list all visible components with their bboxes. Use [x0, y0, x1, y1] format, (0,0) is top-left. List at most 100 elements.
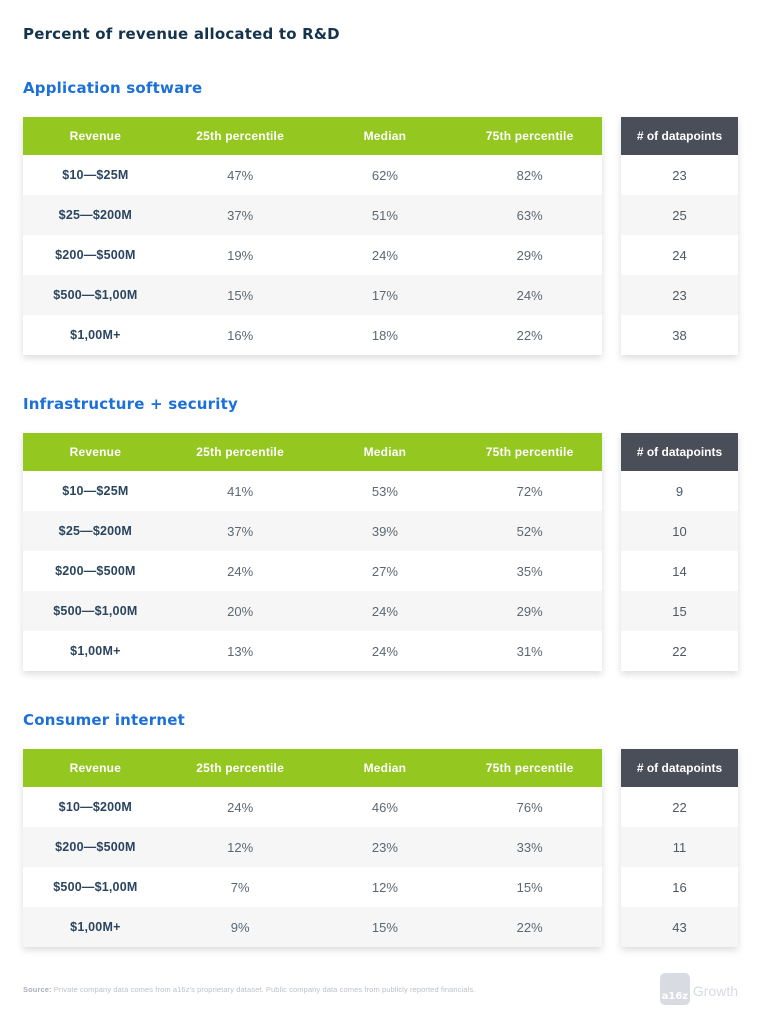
- p75-cell: 52%: [516, 523, 543, 539]
- section-heading: Infrastructure + security: [23, 395, 238, 413]
- p25-cell: 13%: [227, 643, 254, 659]
- table-row: $1,00M+ 16% 18% 22%: [23, 315, 602, 355]
- median-cell: 39%: [371, 523, 398, 539]
- table-row: $200—$500M 19% 24% 29%: [23, 235, 602, 275]
- column-header-25th-percentile: 25th percentile: [196, 761, 284, 775]
- revenue-cell: $500—$1,00M: [53, 880, 138, 894]
- revenue-cell: $1,00M+: [70, 644, 121, 658]
- column-header-median: Median: [363, 761, 407, 775]
- tables-row: Revenue 25th percentile Median 75th perc…: [23, 433, 738, 671]
- a16z-logo-icon: a16z: [659, 973, 690, 1005]
- percentile-table: Revenue 25th percentile Median 75th perc…: [23, 117, 602, 355]
- p75-cell: 82%: [516, 167, 543, 183]
- p75-cell: 15%: [516, 879, 543, 895]
- p25-cell: 7%: [230, 879, 250, 895]
- revenue-cell: $500—$1,00M: [53, 604, 138, 618]
- revenue-cell: $10—$200M: [58, 800, 133, 814]
- column-header-revenue: Revenue: [69, 761, 122, 775]
- datapoints-cell: 23: [621, 275, 738, 315]
- p75-cell: 29%: [516, 247, 543, 263]
- datapoints-cell: 25: [621, 195, 738, 235]
- datapoints-cell: 9: [621, 471, 738, 511]
- p75-cell: 22%: [516, 327, 543, 343]
- median-cell: 51%: [371, 207, 398, 223]
- tables-row: Revenue 25th percentile Median 75th perc…: [23, 749, 738, 947]
- datapoints-header: # of datapoints: [621, 117, 738, 155]
- percentile-table: Revenue 25th percentile Median 75th perc…: [23, 749, 602, 947]
- table-body: $10—$25M 47% 62% 82% $25—$200M 37% 51% 6…: [23, 155, 602, 355]
- datapoints-cell: 11: [621, 827, 738, 867]
- p75-cell: 29%: [516, 603, 543, 619]
- column-header-75th-percentile: 75th percentile: [485, 761, 574, 775]
- source-text: Private company data comes from a16z's p…: [51, 984, 476, 994]
- datapoints-table: # of datapoints 9 10 14 15 22: [621, 433, 738, 671]
- table-row: $500—$1,00M 7% 12% 15%: [23, 867, 602, 907]
- datapoints-cell: 43: [621, 907, 738, 947]
- datapoints-cell: 23: [621, 155, 738, 195]
- section-heading: Consumer internet: [23, 711, 186, 729]
- datapoints-cell: 38: [621, 315, 738, 355]
- percentile-table: Revenue 25th percentile Median 75th perc…: [23, 433, 602, 671]
- column-header-25th-percentile: 25th percentile: [196, 445, 284, 459]
- column-header-revenue: Revenue: [69, 445, 122, 459]
- p25-cell: 24%: [227, 563, 254, 579]
- table-row: $200—$500M 12% 23% 33%: [23, 827, 602, 867]
- table-row: $25—$200M 37% 51% 63%: [23, 195, 602, 235]
- datapoints-header: # of datapoints: [621, 749, 738, 787]
- p25-cell: 20%: [227, 603, 254, 619]
- logo-growth-label: Growth: [692, 983, 738, 999]
- median-cell: 23%: [371, 839, 398, 855]
- p75-cell: 35%: [516, 563, 543, 579]
- table-row: $10—$25M 47% 62% 82%: [23, 155, 602, 195]
- p25-cell: 37%: [227, 207, 254, 223]
- p25-cell: 37%: [227, 523, 254, 539]
- median-cell: 27%: [371, 563, 398, 579]
- median-cell: 46%: [371, 799, 398, 815]
- datapoints-cell: 15: [621, 591, 738, 631]
- table-row: $1,00M+ 13% 24% 31%: [23, 631, 602, 671]
- table-row: $500—$1,00M 20% 24% 29%: [23, 591, 602, 631]
- column-header-median: Median: [363, 129, 407, 143]
- revenue-cell: $200—$500M: [55, 564, 136, 578]
- column-header-75th-percentile: 75th percentile: [485, 129, 574, 143]
- revenue-cell: $10—$25M: [62, 484, 129, 498]
- median-cell: 18%: [371, 327, 398, 343]
- datapoints-cell: 16: [621, 867, 738, 907]
- datapoints-body: 22 11 16 43: [621, 787, 738, 947]
- revenue-cell: $200—$500M: [55, 840, 136, 854]
- table-body: $10—$25M 41% 53% 72% $25—$200M 37% 39% 5…: [23, 471, 602, 671]
- table-section: Consumer internet Revenue 25th percentil…: [23, 711, 738, 947]
- table-row: $25—$200M 37% 39% 52%: [23, 511, 602, 551]
- p75-cell: 72%: [516, 483, 543, 499]
- revenue-cell: $500—$1,00M: [53, 288, 138, 302]
- column-header-revenue: Revenue: [69, 129, 122, 143]
- table-row: $1,00M+ 9% 15% 22%: [23, 907, 602, 947]
- table-header-row: Revenue 25th percentile Median 75th perc…: [23, 749, 602, 787]
- column-header-25th-percentile: 25th percentile: [196, 129, 284, 143]
- p75-cell: 24%: [516, 287, 543, 303]
- p25-cell: 41%: [227, 483, 254, 499]
- column-header-75th-percentile: 75th percentile: [485, 445, 574, 459]
- a16z-growth-logo: a16z Growth: [659, 973, 738, 1005]
- median-cell: 12%: [371, 879, 398, 895]
- p25-cell: 47%: [227, 167, 254, 183]
- table-section: Infrastructure + security Revenue 25th p…: [23, 395, 738, 671]
- median-cell: 17%: [371, 287, 398, 303]
- revenue-cell: $25—$200M: [58, 208, 133, 222]
- table-body: $10—$200M 24% 46% 76% $200—$500M 12% 23%…: [23, 787, 602, 947]
- median-cell: 53%: [371, 483, 398, 499]
- datapoints-table: # of datapoints 22 11 16 43: [621, 749, 738, 947]
- p25-cell: 19%: [227, 247, 254, 263]
- datapoints-body: 9 10 14 15 22: [621, 471, 738, 671]
- table-row: $10—$200M 24% 46% 76%: [23, 787, 602, 827]
- p75-cell: 33%: [516, 839, 543, 855]
- section-heading: Application software: [23, 79, 203, 97]
- p75-cell: 31%: [516, 643, 543, 659]
- datapoints-table: # of datapoints 23 25 24 23 38: [621, 117, 738, 355]
- p75-cell: 22%: [516, 919, 543, 935]
- median-cell: 62%: [371, 167, 398, 183]
- footer: Source: Private company data comes from …: [23, 973, 738, 1005]
- p25-cell: 12%: [227, 839, 254, 855]
- page-title: Percent of revenue allocated to R&D: [23, 25, 340, 43]
- datapoints-header: # of datapoints: [621, 433, 738, 471]
